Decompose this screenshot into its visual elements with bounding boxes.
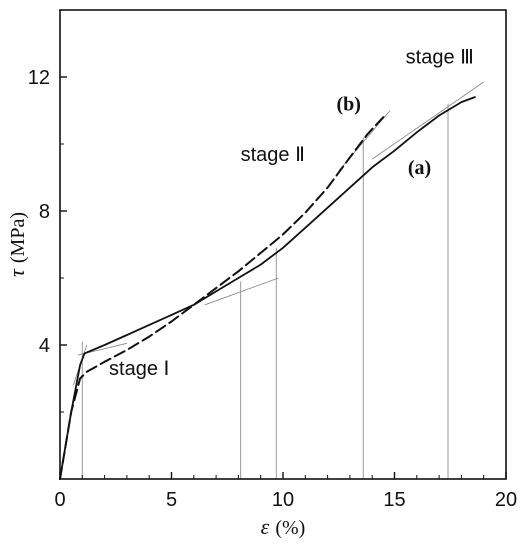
x-tick-label: 10 — [272, 489, 294, 511]
axes-frame — [59, 9, 507, 480]
stage-annotation: stage Ⅱ — [241, 144, 305, 166]
y-tick-label: 12 — [28, 67, 50, 89]
y-axis-symbol: τ — [4, 268, 29, 277]
x-tick-label: 15 — [383, 489, 405, 511]
x-axis-unit: (%) — [275, 517, 305, 539]
series-line-b — [59, 116, 385, 480]
plot-area — [59, 81, 484, 480]
axes — [59, 9, 507, 480]
series-annotation: (a) — [408, 157, 431, 179]
labels: 0 5 10 15 20 4 8 12 ε (%) τ (MPa) stage Ⅰ stage Ⅱ stag… — [4, 47, 517, 539]
y-axis-title: τ (MPa) — [4, 212, 29, 277]
series-line-a — [59, 96, 476, 480]
tangent-line — [204, 277, 279, 306]
stage-annotation: stage Ⅰ — [109, 358, 169, 380]
y-tick-label: 4 — [39, 335, 50, 357]
series-annotation: (b) — [337, 94, 361, 116]
x-axis-title: ε (%) — [261, 514, 306, 539]
y-axis-unit: (MPa) — [7, 212, 29, 263]
x-tick-label: 5 — [166, 489, 177, 511]
y-tick-label: 8 — [39, 201, 50, 223]
tangent-line — [371, 81, 484, 160]
x-axis-symbol: ε — [261, 514, 270, 539]
x-tick-label: 0 — [54, 489, 65, 511]
stage-annotation: stage Ⅲ — [406, 47, 474, 69]
x-tick-label: 20 — [495, 489, 517, 511]
